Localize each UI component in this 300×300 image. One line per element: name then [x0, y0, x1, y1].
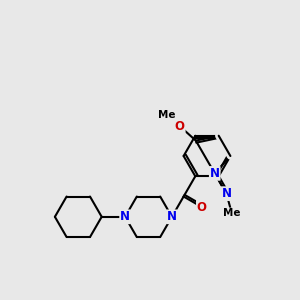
Text: N: N: [221, 187, 231, 200]
Text: N: N: [120, 210, 130, 223]
Text: Me: Me: [158, 110, 175, 119]
Text: N: N: [210, 167, 220, 180]
Text: Me: Me: [223, 208, 241, 218]
Text: O: O: [197, 201, 207, 214]
Text: O: O: [175, 120, 185, 133]
Text: N: N: [167, 210, 177, 223]
